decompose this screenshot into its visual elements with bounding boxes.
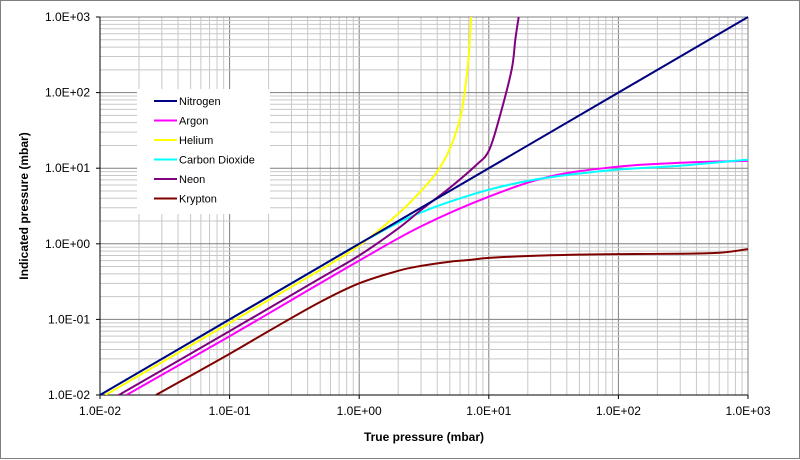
y-tick-label: 1.0E-01 <box>48 312 90 326</box>
y-tick-label: 1.0E+01 <box>45 161 90 175</box>
legend-label-helium: Helium <box>179 135 213 147</box>
x-axis-title: True pressure (mbar) <box>364 430 484 444</box>
x-axis-tick-labels: 1.0E-02 1.0E-01 1.0E+00 1.0E+01 1.0E+02 1.0E+… <box>79 404 771 418</box>
legend-label-neon: Neon <box>179 174 205 186</box>
y-tick-label: 1.0E+00 <box>45 237 90 251</box>
axes <box>96 16 749 399</box>
x-tick-label: 1.0E+01 <box>466 404 511 418</box>
legend-label-nitrogen: Nitrogen <box>179 96 221 108</box>
y-tick-label: 1.0E+02 <box>45 86 90 100</box>
x-tick-label: 1.0E+02 <box>596 404 641 418</box>
legend-label-krypton: Krypton <box>179 194 217 206</box>
series-helium-line <box>104 16 473 395</box>
x-tick-label: 1.0E-01 <box>209 404 251 418</box>
x-tick-label: 1.0E+03 <box>725 404 770 418</box>
y-axis-title: Indicated pressure (mbar) <box>17 132 31 279</box>
y-tick-label: 1.0E+03 <box>45 10 90 24</box>
series-krypton-line <box>155 248 749 395</box>
series-neon-line <box>118 16 520 395</box>
y-tick-label: 1.0E-02 <box>48 388 90 402</box>
legend-label-carbon-dioxide: Carbon Dioxide <box>179 155 255 167</box>
x-tick-label: 1.0E+00 <box>337 404 382 418</box>
legend-label-argon: Argon <box>179 116 208 128</box>
grid-lines <box>99 16 749 396</box>
plot-series <box>100 16 749 395</box>
legend: Nitrogen Argon Helium Carbon Dioxide Neon Kry… <box>137 89 270 214</box>
series-nitrogen-line <box>100 16 749 395</box>
x-tick-label: 1.0E-02 <box>79 404 121 418</box>
series-argon-line <box>126 159 749 395</box>
y-axis-tick-labels: 1.0E-02 1.0E-01 1.0E+00 1.0E+01 1.0E+02 1.0E+… <box>45 10 90 402</box>
legend-box <box>137 89 270 214</box>
